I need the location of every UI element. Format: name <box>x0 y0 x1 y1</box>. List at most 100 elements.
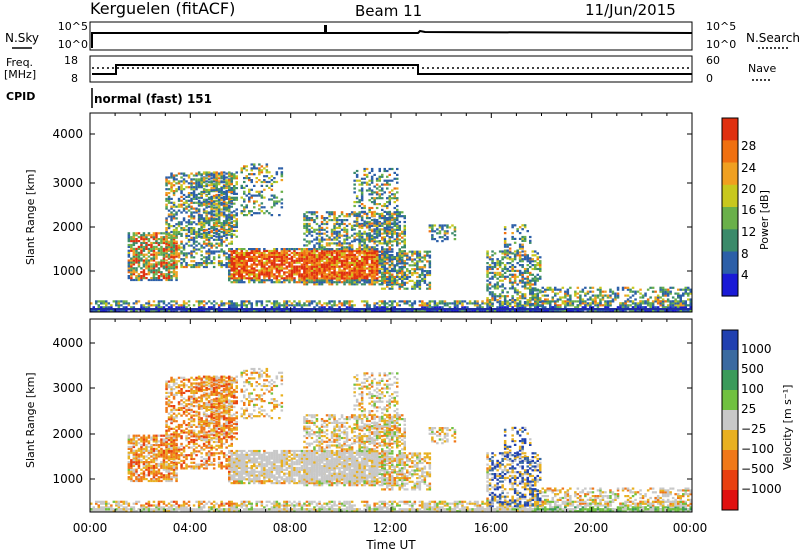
power-cell <box>238 254 241 256</box>
power-cell <box>128 267 131 269</box>
power-cell <box>346 266 349 268</box>
power-cell <box>361 300 364 302</box>
power-cell <box>363 178 366 180</box>
power-cell <box>170 235 173 237</box>
power-cell <box>303 266 306 268</box>
power-cell <box>261 271 264 273</box>
power-cell <box>228 262 231 264</box>
power-cell <box>331 242 334 244</box>
power-cell <box>178 223 181 225</box>
power-cell <box>288 254 291 256</box>
power-cell <box>409 304 412 306</box>
power-cell <box>218 199 221 201</box>
power-cell <box>389 260 392 262</box>
power-cell <box>391 219 394 221</box>
power-cell <box>379 268 382 270</box>
power-cell <box>323 233 326 235</box>
power-cell <box>205 177 208 179</box>
power-cell <box>208 241 211 243</box>
power-cell <box>246 262 249 264</box>
power-cell <box>396 211 399 213</box>
power-cell <box>165 184 168 186</box>
power-cell <box>524 295 527 297</box>
power-cell <box>371 248 374 250</box>
power-cell <box>384 260 387 262</box>
power-cell <box>231 211 234 213</box>
power-cell <box>321 239 324 241</box>
power-cell <box>148 302 151 304</box>
power-cell <box>246 266 249 268</box>
power-cell <box>233 304 236 306</box>
power-cell <box>481 300 484 302</box>
power-cell <box>424 280 427 282</box>
power-cell <box>363 205 366 207</box>
power-cell <box>316 248 319 250</box>
power-cell <box>273 252 276 254</box>
power-cell <box>253 271 256 273</box>
power-cell <box>326 256 329 258</box>
power-cell <box>389 197 392 199</box>
power-cell <box>384 203 387 205</box>
power-cell <box>180 176 183 178</box>
power-cell <box>165 221 168 223</box>
power-cell <box>569 300 572 302</box>
power-cell <box>135 261 138 263</box>
power-cell <box>175 190 178 192</box>
power-cell <box>524 282 527 284</box>
power-cell <box>251 273 254 275</box>
power-cell <box>266 267 269 269</box>
power-cell <box>238 258 241 260</box>
power-cell <box>426 284 429 286</box>
power-cell <box>474 300 477 302</box>
power-cell <box>135 267 138 269</box>
power-cell <box>215 187 218 189</box>
power-cell <box>509 258 512 260</box>
power-cell <box>193 243 196 245</box>
power-cell <box>384 232 387 234</box>
power-cell <box>394 213 397 215</box>
power-cell <box>215 177 218 179</box>
power-cell <box>133 240 136 242</box>
power-cell <box>263 267 266 269</box>
power-cell <box>205 183 208 185</box>
power-cell <box>288 277 291 279</box>
power-cell <box>361 275 364 277</box>
power-cell <box>416 256 419 258</box>
power-cell <box>228 304 231 306</box>
power-cell <box>153 304 156 306</box>
power-cell <box>256 177 259 179</box>
power-cell <box>516 305 519 307</box>
power-cell <box>163 232 166 234</box>
power-cell <box>205 229 208 231</box>
power-cell <box>303 215 306 217</box>
power-cell <box>361 270 364 272</box>
power-cell <box>208 220 211 222</box>
power-cell <box>160 263 163 265</box>
power-cell <box>218 210 221 212</box>
power-cell <box>246 175 249 177</box>
power-cell <box>446 236 449 238</box>
power-cell <box>456 302 459 304</box>
power-cell <box>228 175 231 177</box>
power-cell <box>133 256 136 258</box>
power-cell <box>557 300 560 302</box>
power-cell <box>220 187 223 189</box>
power-cell <box>238 304 241 306</box>
power-cell <box>173 269 176 271</box>
power-cell <box>516 283 519 285</box>
power-cell <box>353 304 356 306</box>
power-cell <box>243 181 246 183</box>
power-cell <box>168 225 171 227</box>
power-cell <box>321 240 324 242</box>
power-cell <box>298 248 301 250</box>
power-cell <box>173 233 176 235</box>
power-cell <box>394 224 397 226</box>
power-cell <box>213 232 216 234</box>
power-cell <box>384 266 387 268</box>
power-cell <box>256 269 259 271</box>
power-cell <box>173 190 176 192</box>
power-cell <box>516 254 519 256</box>
power-cell <box>218 212 221 214</box>
power-cell <box>283 277 286 279</box>
power-cell <box>143 265 146 267</box>
